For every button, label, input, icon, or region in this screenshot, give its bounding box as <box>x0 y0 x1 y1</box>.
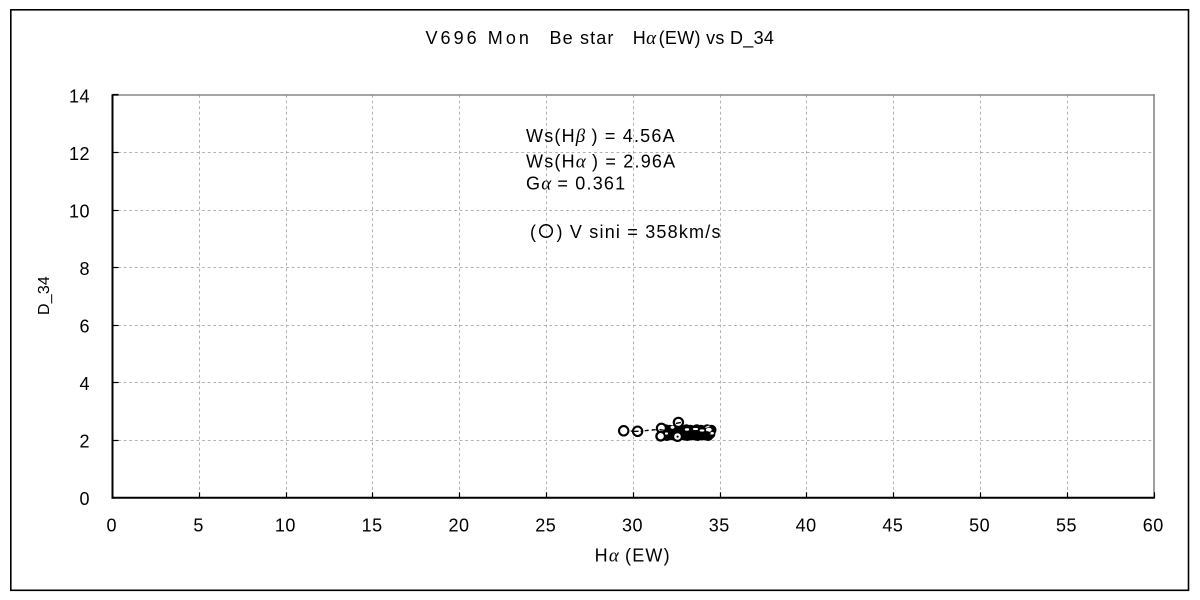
svg-text:45: 45 <box>882 515 903 535</box>
svg-text:Ws(Hβ ) = 4.56A: Ws(Hβ ) = 4.56A <box>526 126 676 147</box>
svg-text:40: 40 <box>796 515 817 535</box>
svg-text:10: 10 <box>275 515 296 535</box>
svg-text:60: 60 <box>1143 515 1164 535</box>
svg-text:2: 2 <box>79 432 90 452</box>
svg-text:Gα = 0.361: Gα = 0.361 <box>526 174 626 195</box>
svg-text:0: 0 <box>107 515 118 535</box>
svg-text:5: 5 <box>193 515 204 535</box>
svg-text:D_34: D_34 <box>36 276 53 315</box>
svg-text:(: ( <box>530 222 537 242</box>
svg-text:35: 35 <box>709 515 730 535</box>
svg-text:Ws(Hα ) = 2.96A: Ws(Hα ) = 2.96A <box>526 151 676 172</box>
svg-text:8: 8 <box>79 259 90 279</box>
svg-text:15: 15 <box>362 515 383 535</box>
svg-text:50: 50 <box>969 515 990 535</box>
svg-text:20: 20 <box>448 515 469 535</box>
svg-text:0: 0 <box>79 489 90 509</box>
svg-text:V696 Mon: V696 Mon <box>426 28 532 48</box>
svg-text:30: 30 <box>622 515 643 535</box>
svg-text:25: 25 <box>535 515 556 535</box>
svg-text:Hα (EW): Hα (EW) <box>595 545 671 566</box>
svg-text:Hα(EW) vs D_34: Hα (EW) vs D_34 <box>633 28 774 49</box>
svg-text:55: 55 <box>1056 515 1077 535</box>
svg-text:Be star: Be star <box>550 28 615 48</box>
svg-text:12: 12 <box>69 144 90 164</box>
svg-text:10: 10 <box>69 201 90 221</box>
svg-text:4: 4 <box>79 374 90 394</box>
svg-text:) V sini = 358km/s: ) V sini = 358km/s <box>557 222 722 242</box>
svg-text:6: 6 <box>79 317 90 337</box>
svg-text:14: 14 <box>69 86 90 106</box>
